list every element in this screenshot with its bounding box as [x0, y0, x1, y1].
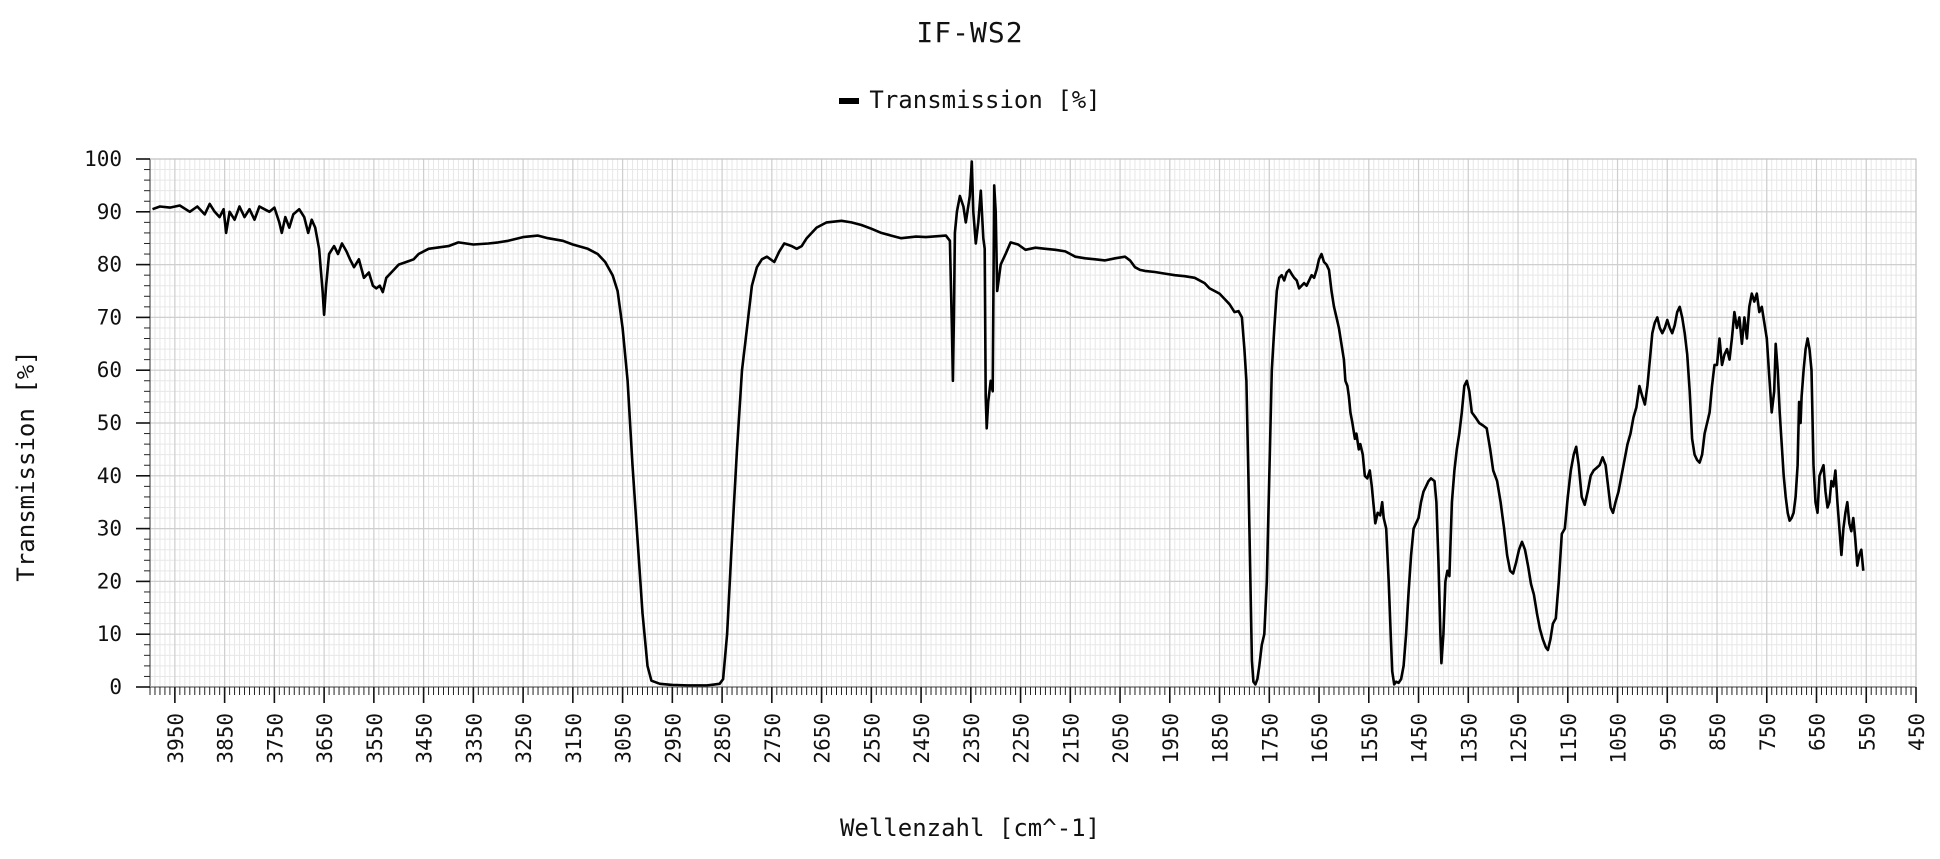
- x-tick-label: 3750: [263, 713, 287, 764]
- x-tick-label: 2850: [711, 713, 735, 764]
- x-tick-label: 2150: [1059, 713, 1083, 764]
- x-tick-label: 3250: [512, 713, 536, 764]
- y-tick-label: 100: [84, 147, 122, 171]
- x-tick-label: 2950: [661, 713, 685, 764]
- x-tick-label: 1050: [1607, 713, 1631, 764]
- x-tick-label: 1750: [1258, 713, 1282, 764]
- x-tick-label: 650: [1806, 713, 1830, 751]
- x-tick-label: 3850: [214, 713, 238, 764]
- x-tick-label: 1250: [1507, 713, 1531, 764]
- x-tick-label: 1350: [1457, 713, 1481, 764]
- y-tick-label: 50: [97, 411, 122, 435]
- x-tick-label: 3550: [363, 713, 387, 764]
- y-tick-label: 60: [97, 358, 122, 382]
- x-tick-label: 2650: [811, 713, 835, 764]
- legend: Transmission [%]: [0, 86, 1940, 114]
- x-tick-label: 750: [1756, 713, 1780, 751]
- legend-label: Transmission [%]: [869, 86, 1101, 114]
- y-tick-label: 10: [97, 622, 122, 646]
- y-tick-label: 40: [97, 464, 122, 488]
- x-tick-label: 3450: [413, 713, 437, 764]
- x-ticks: 3950 3850 3750 3650 3550 3450 3350 3250 3150 3050…: [149, 687, 1929, 764]
- x-tick-label: 2750: [761, 713, 785, 764]
- y-tick-label: 70: [97, 305, 122, 329]
- x-tick-label: 3950: [164, 713, 188, 764]
- series-line-transmission: [152, 160, 1865, 687]
- x-tick-label: 2450: [910, 713, 934, 764]
- x-axis-title: Wellenzahl [cm^-1]: [839, 814, 1101, 842]
- x-tick-label: 1650: [1308, 713, 1332, 764]
- legend-swatch: [839, 98, 860, 104]
- x-tick-label: 850: [1706, 713, 1730, 751]
- chart-title: IF-WS2: [916, 16, 1024, 49]
- x-tick-label: 1450: [1408, 713, 1432, 764]
- y-tick-label: 30: [97, 517, 122, 541]
- y-ticks: 0 10 20 30 40 50 60 70 80 90 100: [84, 147, 150, 699]
- y-tick-label: 20: [97, 569, 122, 593]
- x-tick-label: 550: [1855, 713, 1879, 751]
- x-tick-label: 1150: [1557, 713, 1581, 764]
- x-tick-label: 3350: [462, 713, 486, 764]
- x-tick-label: 2050: [1109, 713, 1133, 764]
- x-tick-label: 1850: [1209, 713, 1233, 764]
- x-tick-label: 3050: [612, 713, 636, 764]
- y-tick-label: 90: [97, 200, 122, 224]
- x-tick-label: 2350: [960, 713, 984, 764]
- x-tick-label: 450: [1905, 713, 1929, 751]
- y-tick-label: 80: [97, 253, 122, 277]
- x-tick-label: 1550: [1358, 713, 1382, 764]
- x-tick-label: 2550: [860, 713, 884, 764]
- x-tick-label: 950: [1656, 713, 1680, 751]
- x-tick-label: 3650: [313, 713, 337, 764]
- x-tick-label: 1950: [1159, 713, 1183, 764]
- y-tick-label: 0: [109, 675, 122, 699]
- x-tick-label: 3150: [562, 713, 586, 764]
- x-tick-label: 2250: [1010, 713, 1034, 764]
